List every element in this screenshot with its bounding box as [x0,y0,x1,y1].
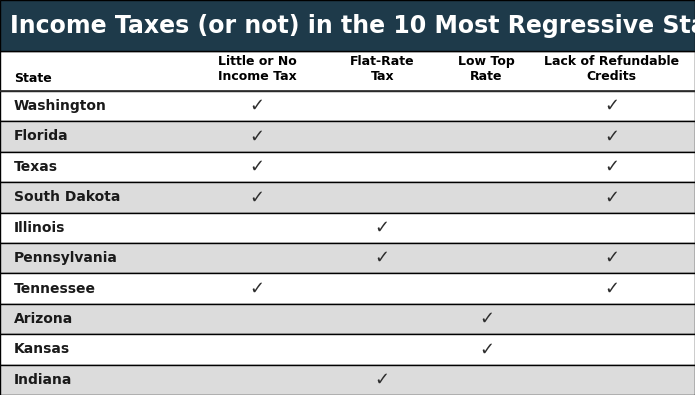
Text: ✓: ✓ [375,371,390,389]
Text: ✓: ✓ [604,188,619,206]
FancyBboxPatch shape [0,152,695,182]
Text: Texas: Texas [14,160,58,174]
Text: State: State [14,73,51,85]
FancyBboxPatch shape [0,182,695,213]
FancyBboxPatch shape [0,51,695,91]
Text: ✓: ✓ [479,340,494,358]
Text: ✓: ✓ [604,158,619,176]
FancyBboxPatch shape [0,273,695,304]
Text: ✓: ✓ [250,188,265,206]
Text: ✓: ✓ [250,158,265,176]
Text: Florida: Florida [14,130,69,143]
Text: ✓: ✓ [250,280,265,297]
Text: Lack of Refundable
Credits: Lack of Refundable Credits [544,55,679,83]
Text: ✓: ✓ [375,249,390,267]
FancyBboxPatch shape [0,0,695,51]
FancyBboxPatch shape [0,121,695,152]
Text: Tennessee: Tennessee [14,282,96,295]
Text: Income Taxes (or not) in the 10 Most Regressive States: Income Taxes (or not) in the 10 Most Reg… [10,14,695,38]
Text: ✓: ✓ [250,97,265,115]
Text: Pennsylvania: Pennsylvania [14,251,117,265]
FancyBboxPatch shape [0,213,695,243]
Text: ✓: ✓ [604,97,619,115]
Text: Kansas: Kansas [14,342,70,356]
Text: Little or No
Income Tax: Little or No Income Tax [218,55,297,83]
Text: ✓: ✓ [479,310,494,328]
Text: ✓: ✓ [604,280,619,297]
FancyBboxPatch shape [0,243,695,273]
Text: ✓: ✓ [250,128,265,145]
Text: ✓: ✓ [375,219,390,237]
FancyBboxPatch shape [0,304,695,334]
Text: South Dakota: South Dakota [14,190,120,204]
Text: Indiana: Indiana [14,373,72,387]
FancyBboxPatch shape [0,365,695,395]
FancyBboxPatch shape [0,334,695,365]
Text: ✓: ✓ [604,128,619,145]
Text: ✓: ✓ [604,249,619,267]
Text: Arizona: Arizona [14,312,73,326]
FancyBboxPatch shape [0,91,695,121]
Text: Washington: Washington [14,99,107,113]
Text: Illinois: Illinois [14,221,65,235]
Text: Low Top
Rate: Low Top Rate [458,55,515,83]
Text: Flat-Rate
Tax: Flat-Rate Tax [350,55,414,83]
